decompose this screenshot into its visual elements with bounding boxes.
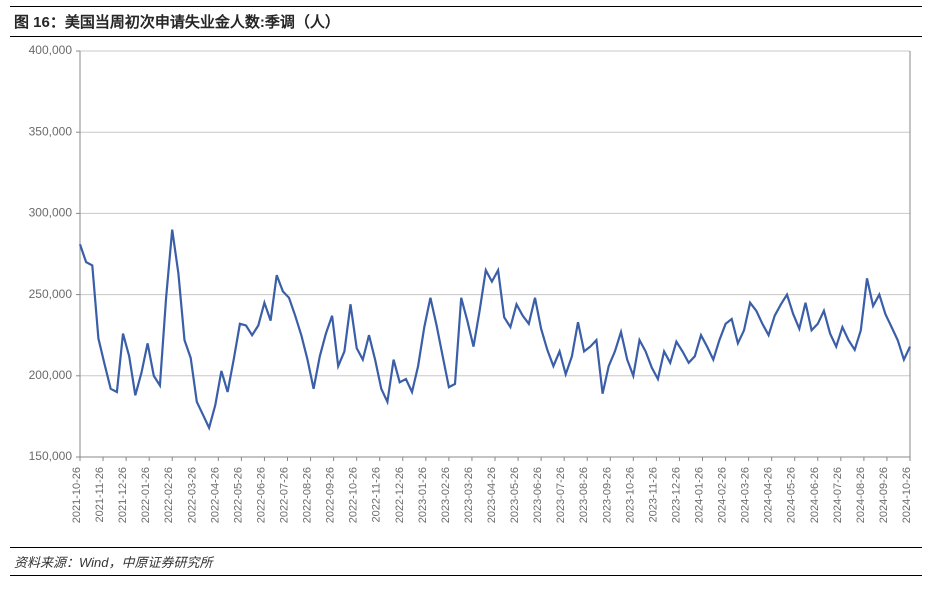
svg-text:2023-12-26: 2023-12-26 (670, 467, 682, 523)
figure-container: 图 16：美国当周初次申请失业金人数:季调（人） 150,000 200,000 2… (0, 0, 932, 582)
svg-text:2024-09-26: 2024-09-26 (878, 467, 890, 523)
svg-text:2022-01-26: 2022-01-26 (140, 467, 152, 523)
chart-area: 150,000 200,000 250,000 300,000 350,000 400,0… (10, 37, 922, 547)
svg-text:2023-03-26: 2023-03-26 (463, 467, 475, 523)
svg-text:2022-06-26: 2022-06-26 (255, 467, 267, 523)
svg-text:2023-04-26: 2023-04-26 (486, 467, 498, 523)
svg-text:2023-02-26: 2023-02-26 (440, 467, 452, 523)
svg-text:2021-12-26: 2021-12-26 (117, 467, 129, 523)
svg-text:2023-09-26: 2023-09-26 (601, 467, 613, 523)
svg-text:2022-08-26: 2022-08-26 (302, 467, 314, 523)
svg-text:250,000: 250,000 (29, 287, 73, 301)
svg-text:2022-04-26: 2022-04-26 (209, 467, 221, 523)
svg-text:2024-10-26: 2024-10-26 (901, 467, 913, 523)
svg-text:2021-11-26: 2021-11-26 (94, 467, 106, 522)
svg-text:2024-03-26: 2024-03-26 (740, 467, 752, 523)
svg-text:2022-09-26: 2022-09-26 (325, 467, 337, 523)
line-chart-svg: 150,000 200,000 250,000 300,000 350,000 400,0… (10, 37, 922, 547)
svg-text:2023-06-26: 2023-06-26 (532, 467, 544, 523)
svg-text:2024-08-26: 2024-08-26 (855, 467, 867, 523)
svg-text:2023-07-26: 2023-07-26 (555, 467, 567, 523)
svg-text:2023-05-26: 2023-05-26 (509, 467, 521, 523)
svg-text:2024-04-26: 2024-04-26 (763, 467, 775, 523)
svg-text:2023-01-26: 2023-01-26 (417, 467, 429, 523)
svg-text:2022-02-26: 2022-02-26 (163, 467, 175, 523)
svg-text:150,000: 150,000 (29, 449, 73, 463)
svg-text:200,000: 200,000 (29, 368, 73, 382)
svg-text:2024-06-26: 2024-06-26 (809, 467, 821, 523)
svg-text:2022-03-26: 2022-03-26 (186, 467, 198, 523)
svg-text:400,000: 400,000 (29, 43, 73, 57)
chart-source: 资料来源：Wind，中原证券研究所 (10, 547, 922, 576)
svg-text:2024-02-26: 2024-02-26 (717, 467, 729, 523)
svg-text:2021-10-26: 2021-10-26 (71, 467, 83, 523)
svg-text:2022-07-26: 2022-07-26 (279, 467, 291, 523)
svg-text:350,000: 350,000 (29, 124, 73, 138)
chart-title: 图 16：美国当周初次申请失业金人数:季调（人） (10, 6, 922, 37)
svg-text:300,000: 300,000 (29, 206, 73, 220)
svg-text:2024-05-26: 2024-05-26 (786, 467, 798, 523)
svg-text:2023-08-26: 2023-08-26 (578, 467, 590, 523)
svg-text:2022-12-26: 2022-12-26 (394, 467, 406, 523)
svg-text:2024-01-26: 2024-01-26 (694, 467, 706, 523)
svg-text:2022-05-26: 2022-05-26 (232, 467, 244, 523)
svg-text:2022-10-26: 2022-10-26 (348, 467, 360, 523)
svg-text:2023-10-26: 2023-10-26 (624, 467, 636, 523)
svg-text:2022-11-26: 2022-11-26 (371, 467, 383, 522)
svg-text:2023-11-26: 2023-11-26 (647, 467, 659, 522)
svg-text:2024-07-26: 2024-07-26 (832, 467, 844, 523)
